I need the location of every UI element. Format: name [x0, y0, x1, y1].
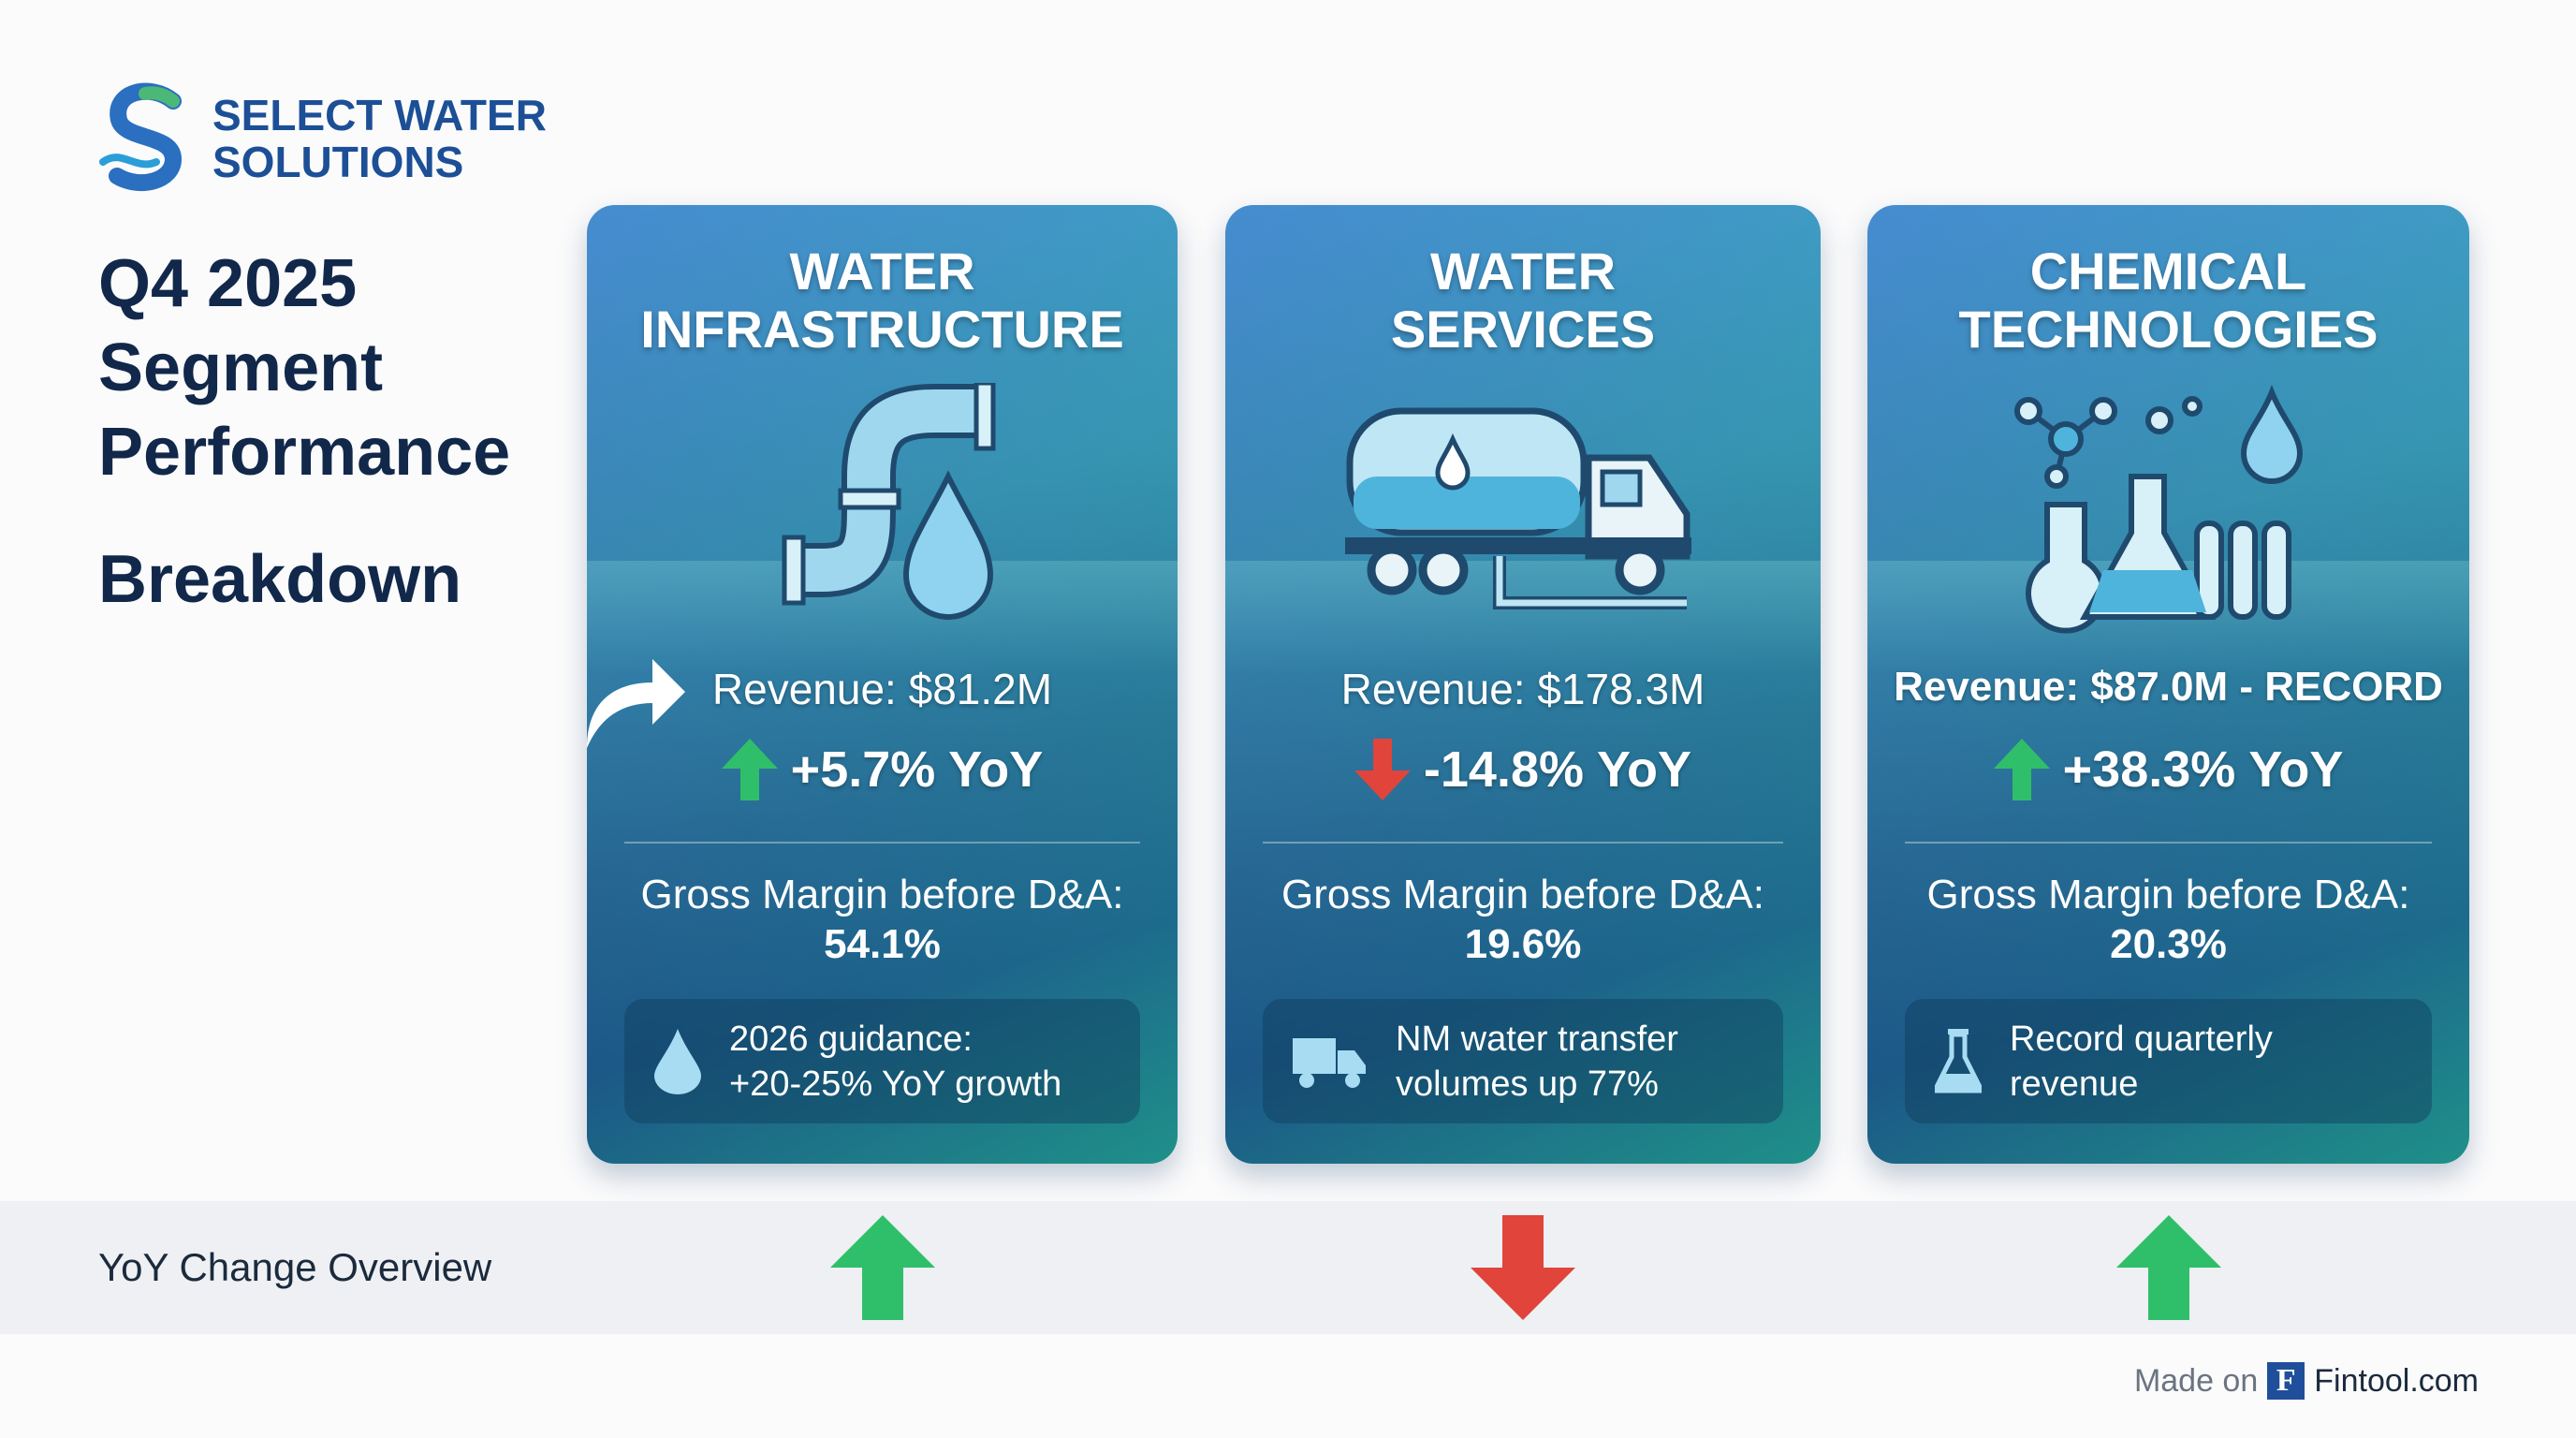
segment-card-chemical-technologies: CHEMICAL TECHNOLOGIES Revenue: $87.0M - R…	[1867, 205, 2469, 1164]
card-title-line-1: WATER	[789, 242, 975, 301]
title-line-1: Q4 2025	[98, 246, 358, 321]
brand-line-2: SOLUTIONS	[212, 138, 464, 186]
footer-attribution[interactable]: Made on F Fintool.com	[2134, 1362, 2479, 1400]
title-line-3: Performance	[98, 415, 511, 490]
note-line-2: volumes up 77%	[1396, 1064, 1659, 1104]
overview-arrow-up-icon	[830, 1215, 935, 1320]
water-wave-decoration	[1225, 561, 1821, 673]
arrow-up-icon	[721, 739, 778, 800]
title-line-4: Breakdown	[98, 542, 462, 617]
lab-flasks-icon	[2013, 384, 2303, 634]
logo-wave-s-icon	[99, 82, 183, 192]
card-title-line-1: WATER	[1429, 242, 1617, 301]
card-title-line-2: TECHNOLOGIES	[1958, 300, 2378, 359]
pipe-drip-icon	[782, 383, 995, 620]
divider	[624, 842, 1140, 844]
segment-card-water-infrastructure: WATER INFRASTRUCTURE Revenue: $81.2M +5.7…	[587, 205, 1178, 1164]
water-drop-icon	[654, 1028, 701, 1094]
card-title-line-1: CHEMICAL	[2029, 242, 2307, 301]
brand-line-1: SELECT WATER	[212, 91, 547, 139]
segment-card-water-services: WATER SERVICES Revenue: $178.3M -14.8% Yo…	[1225, 205, 1821, 1164]
yoy-overview-label: YoY Change Overview	[98, 1245, 492, 1289]
divider	[1905, 842, 2432, 844]
overview-arrow-up-icon	[2116, 1215, 2221, 1320]
gross-margin-label: Gross Margin before D&A:	[1281, 872, 1764, 917]
note-line-2: revenue	[2010, 1064, 2139, 1104]
gross-margin-value: 20.3%	[2110, 921, 2227, 967]
card-title: WATER INFRASTRUCTURE	[587, 242, 1178, 359]
arrow-up-icon	[1993, 739, 2050, 800]
page-title: Q4 2025 Segment Performance Breakdown	[98, 242, 510, 622]
title-line-2: Segment	[98, 330, 384, 405]
yoy-value: +38.3% YoY	[2062, 741, 2344, 798]
note-line-2: +20-25% YoY growth	[729, 1064, 1062, 1104]
yoy-change: +5.7% YoY	[587, 739, 1178, 800]
fintool-logo-icon: F	[2267, 1362, 2305, 1400]
card-title-line-2: SERVICES	[1390, 300, 1656, 359]
gross-margin-value: 54.1%	[824, 921, 941, 967]
note-line-1: 2026 guidance:	[729, 1019, 973, 1059]
card-title: WATER SERVICES	[1225, 242, 1821, 359]
yoy-value: -14.8% YoY	[1423, 741, 1692, 798]
flask-icon	[1935, 1028, 1982, 1093]
card-title-line-2: INFRASTRUCTURE	[640, 300, 1124, 359]
revenue: Revenue: $178.3M	[1340, 665, 1705, 713]
truck-icon	[1293, 1037, 1366, 1088]
note-line-1: NM water transfer	[1396, 1019, 1678, 1059]
note-box: Record quarterly revenue	[1905, 999, 2432, 1123]
water-tanker-truck-icon	[1345, 407, 1691, 609]
yoy-change: -14.8% YoY	[1225, 739, 1821, 800]
gross-margin-label: Gross Margin before D&A:	[640, 872, 1124, 917]
made-on-text: Made on	[2133, 1362, 2259, 1399]
card-title: CHEMICAL TECHNOLOGIES	[1867, 242, 2469, 359]
note-line-1: Record quarterly	[2010, 1019, 2273, 1059]
overview-arrow-down-icon	[1471, 1215, 1575, 1320]
note-box: 2026 guidance: +20-25% YoY growth	[624, 999, 1140, 1123]
divider	[1263, 842, 1783, 844]
yoy-value: +5.7% YoY	[790, 741, 1044, 798]
revenue: Revenue: $87.0M - RECORD	[1894, 664, 2443, 710]
gross-margin-value: 19.6%	[1464, 921, 1582, 967]
revenue: Revenue: $81.2M	[711, 665, 1053, 713]
curved-arrow-icon	[587, 659, 685, 748]
water-wave-decoration	[587, 561, 1178, 673]
fintool-link[interactable]: Fintool.com	[2314, 1362, 2479, 1399]
yoy-change: +38.3% YoY	[1867, 739, 2469, 800]
arrow-down-icon	[1354, 739, 1411, 800]
gross-margin-label: Gross Margin before D&A:	[1926, 872, 2410, 917]
brand-logo: SELECT WATER SOLUTIONS	[98, 82, 547, 195]
note-box: NM water transfer volumes up 77%	[1263, 999, 1783, 1123]
